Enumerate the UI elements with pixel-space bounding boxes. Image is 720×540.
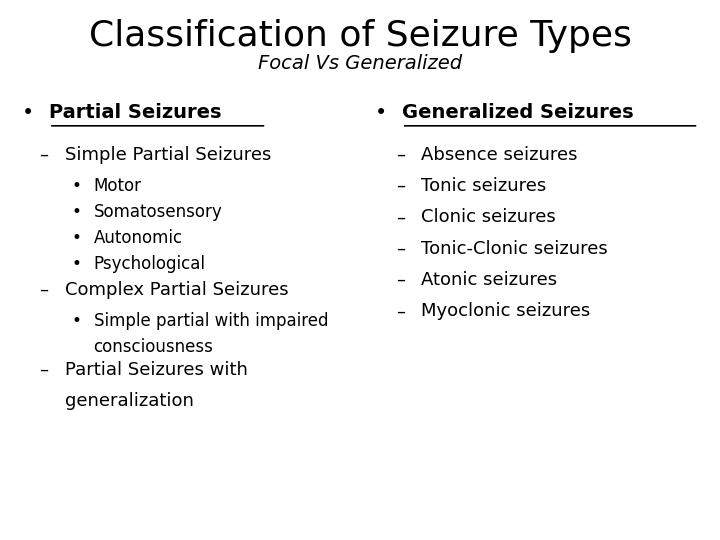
Text: Classification of Seizure Types: Classification of Seizure Types [89, 19, 631, 53]
Text: Motor: Motor [94, 177, 142, 195]
Text: Tonic seizures: Tonic seizures [421, 177, 546, 195]
Text: –: – [396, 302, 405, 320]
Text: –: – [40, 281, 49, 299]
Text: –: – [396, 177, 405, 195]
Text: Focal Vs Generalized: Focal Vs Generalized [258, 54, 462, 73]
Text: Complex Partial Seizures: Complex Partial Seizures [65, 281, 289, 299]
Text: Tonic-Clonic seizures: Tonic-Clonic seizures [421, 240, 608, 258]
Text: •: • [22, 103, 34, 123]
Text: Generalized Seizures: Generalized Seizures [402, 103, 634, 122]
Text: Absence seizures: Absence seizures [421, 146, 577, 164]
Text: •: • [374, 103, 387, 123]
Text: consciousness: consciousness [94, 338, 213, 356]
Text: •: • [72, 229, 82, 247]
Text: –: – [396, 240, 405, 258]
Text: generalization: generalization [65, 392, 194, 410]
Text: •: • [72, 177, 82, 195]
Text: Simple partial with impaired: Simple partial with impaired [94, 312, 328, 330]
Text: –: – [396, 271, 405, 289]
Text: Somatosensory: Somatosensory [94, 203, 222, 221]
Text: Clonic seizures: Clonic seizures [421, 208, 556, 226]
Text: Autonomic: Autonomic [94, 229, 183, 247]
Text: •: • [72, 255, 82, 273]
Text: Partial Seizures: Partial Seizures [49, 103, 222, 122]
Text: Psychological: Psychological [94, 255, 206, 273]
Text: –: – [396, 146, 405, 164]
Text: Simple Partial Seizures: Simple Partial Seizures [65, 146, 271, 164]
Text: Atonic seizures: Atonic seizures [421, 271, 557, 289]
Text: –: – [40, 361, 49, 379]
Text: Partial Seizures with: Partial Seizures with [65, 361, 248, 379]
Text: •: • [72, 203, 82, 221]
Text: –: – [40, 146, 49, 164]
Text: •: • [72, 312, 82, 330]
Text: Myoclonic seizures: Myoclonic seizures [421, 302, 590, 320]
Text: –: – [396, 208, 405, 226]
